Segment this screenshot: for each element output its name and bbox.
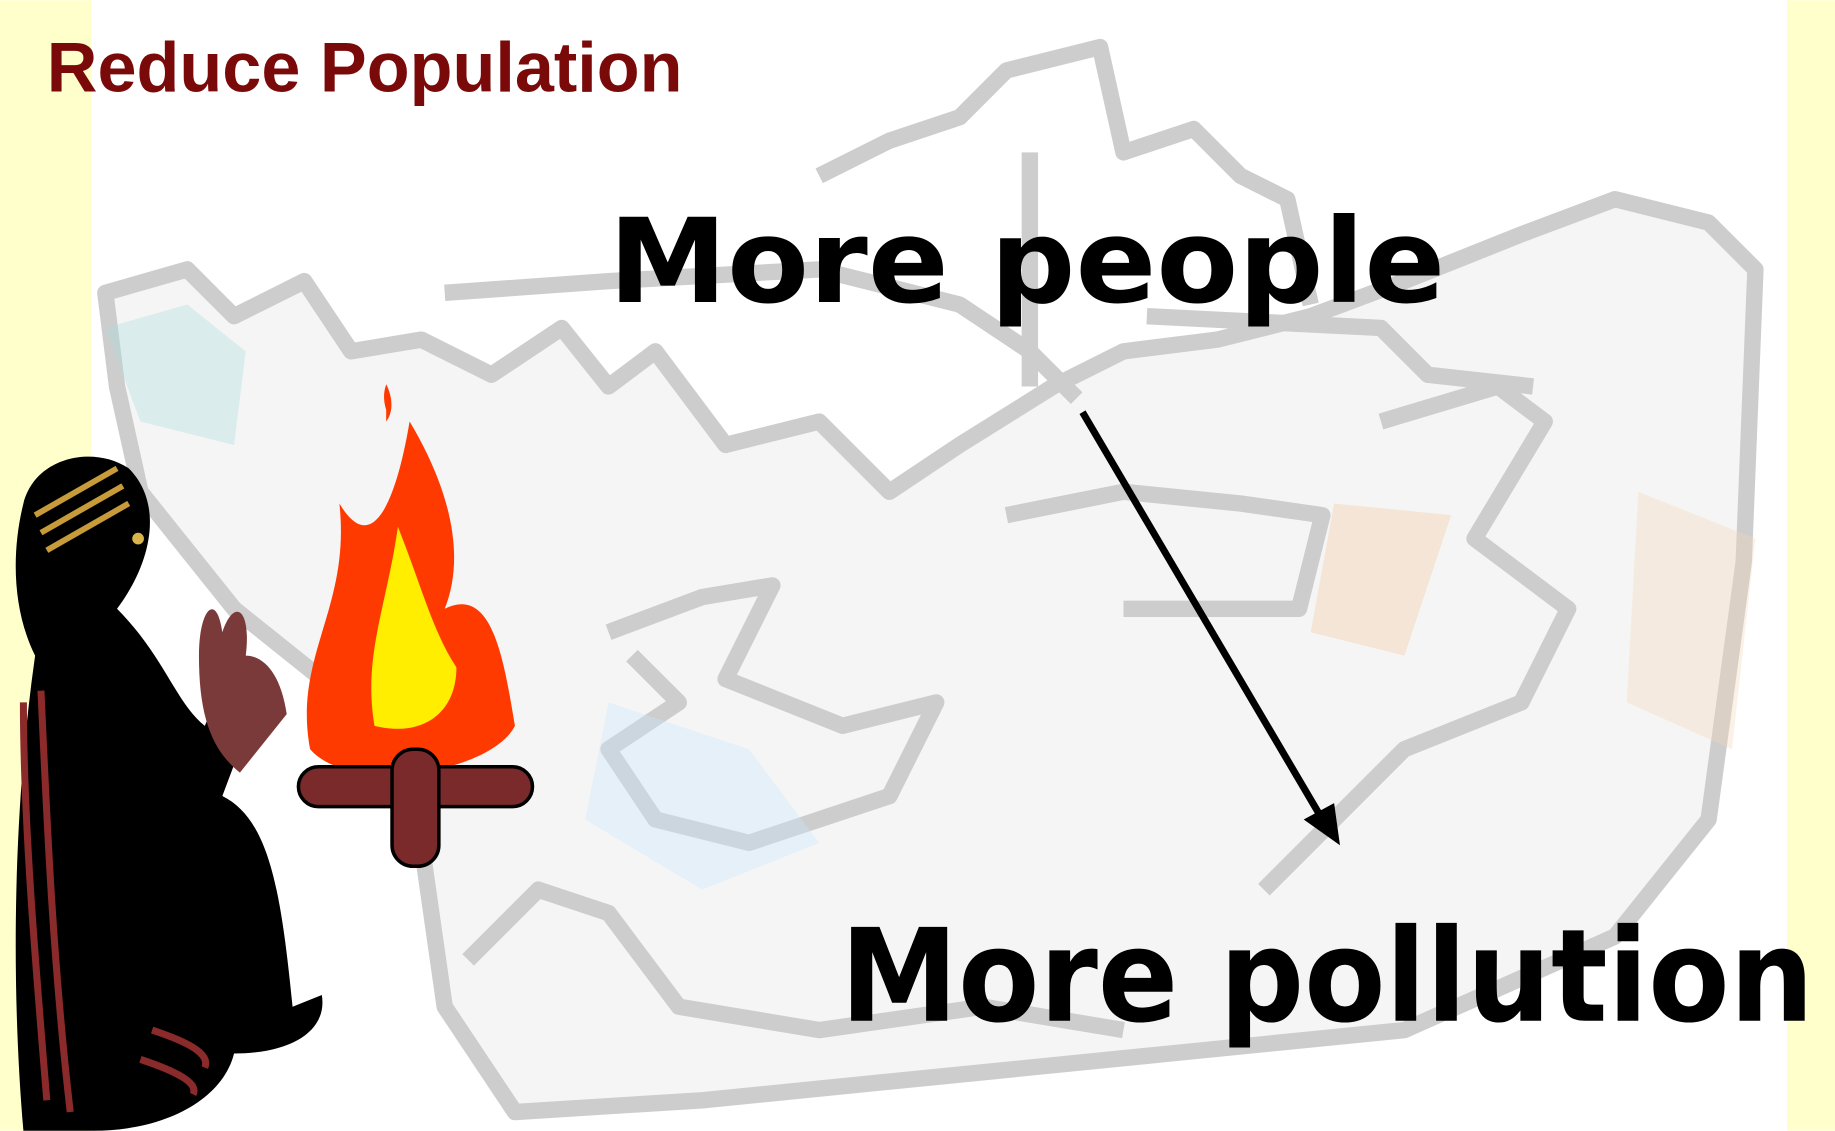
campfire <box>296 383 535 869</box>
slide-title: Reduce Population <box>47 28 683 107</box>
person-silhouette <box>15 456 323 1131</box>
arrow <box>1079 410 1340 846</box>
bottom-statement: More pollution <box>840 903 1814 1052</box>
landscape-tint <box>105 304 1756 890</box>
landscape-clipart <box>97 38 1764 1121</box>
top-statement: More people <box>609 193 1446 330</box>
right-band <box>1787 0 1835 1131</box>
